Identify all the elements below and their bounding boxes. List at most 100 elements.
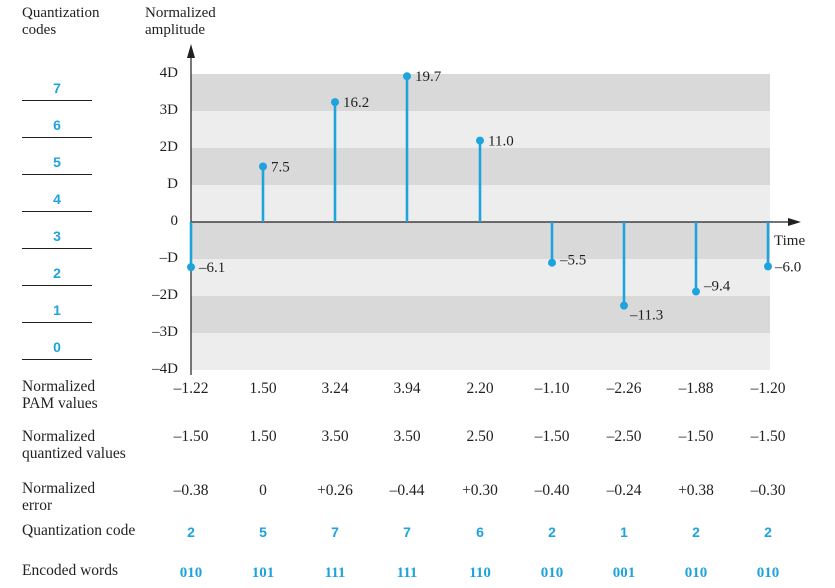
table-cell: +0.26: [317, 482, 353, 499]
table-cell: 001: [612, 565, 636, 581]
time-axis-label: Time: [774, 233, 805, 249]
sample-stem: –11.3: [620, 222, 663, 324]
y-tick-label: –3D: [152, 324, 178, 340]
sample-value-label: –5.5: [559, 253, 586, 269]
table-cell: 101: [251, 565, 275, 581]
table-cell: 111: [396, 565, 418, 581]
quantization-code-label: 3: [53, 227, 61, 244]
y-tick-label: –D: [159, 250, 178, 266]
sample-value-label: 7.5: [271, 160, 290, 176]
table-cell: –1.20: [750, 380, 786, 397]
table-cell: 1.50: [249, 428, 277, 445]
sample-stem: –9.4: [692, 222, 731, 296]
quantization-code-underline: [22, 247, 92, 249]
amplitude-band: [191, 74, 770, 111]
table-cell: –0.24: [606, 482, 642, 499]
table-cell: 3.50: [393, 428, 421, 445]
table-cell: 1: [620, 524, 628, 540]
quantization-code-underline: [22, 173, 92, 175]
quantization-code-label: 7: [53, 79, 61, 96]
table-cell: 2.50: [466, 428, 494, 445]
table-cell: 1.50: [249, 380, 277, 397]
amplitude-band: [191, 222, 770, 259]
quantization-code-label: 0: [53, 338, 61, 355]
sample-point: [692, 287, 700, 296]
quantization-code-label: 2: [53, 264, 61, 281]
amplitude-band: [191, 333, 770, 370]
chart-axes: [187, 44, 801, 375]
table-cell: 5: [259, 524, 267, 540]
table-cell: –2.50: [606, 428, 642, 445]
sample-value-label: –6.0: [774, 259, 801, 275]
sample-stem: –6.1: [187, 222, 225, 276]
table-cell: 7: [403, 524, 411, 540]
table-cell: 2: [764, 524, 772, 540]
quantization-code-underline: [22, 284, 92, 286]
table-cell: –1.50: [750, 428, 786, 445]
sample-value-label: –11.3: [629, 308, 663, 324]
x-axis-arrow: [788, 218, 801, 226]
y-tick-label: 3D: [159, 102, 178, 118]
table-row-label: Encoded words: [22, 562, 118, 579]
table-cell: 010: [179, 565, 203, 581]
quantization-code-underline: [22, 99, 92, 101]
table-cell: –0.38: [173, 482, 209, 499]
table-cell: 6: [476, 524, 484, 540]
quantization-code-label: 1: [53, 301, 61, 318]
table-cell: 010: [684, 565, 708, 581]
sample-stems: –6.1 7.5 16.2 19.7 11.0 –5.5 –11.3 –9.4 –6.0: [187, 69, 801, 324]
quantization-codes-header: Quantization codes: [22, 5, 100, 38]
sample-stem: 11.0: [476, 134, 514, 222]
table-cell: –0.44: [389, 482, 425, 499]
table-cell: 2: [187, 524, 195, 540]
table-cell: –1.22: [173, 380, 209, 397]
table-cell: –1.50: [534, 428, 570, 445]
y-tick-label: 4D: [159, 65, 178, 81]
sample-value-label: 16.2: [343, 95, 369, 111]
table-cell: –1.10: [534, 380, 570, 397]
table-cell: 0: [259, 482, 267, 499]
sample-point: [331, 98, 339, 107]
sample-stem: 16.2: [331, 95, 369, 222]
y-tick-label: –2D: [152, 287, 178, 303]
sample-point: [259, 162, 267, 171]
y-axis-arrow: [187, 44, 195, 58]
table-row-label: Normalized PAM values: [22, 378, 98, 412]
table-cell: 111: [324, 565, 346, 581]
table-cell: –0.30: [750, 482, 786, 499]
sample-point: [403, 72, 411, 81]
normalized-amplitude-header: Normalized amplitude: [145, 5, 216, 38]
sample-point: [764, 262, 772, 271]
quantization-code-label: 5: [53, 153, 61, 170]
quantization-code-underline: [22, 136, 92, 138]
sample-value-label: 19.7: [415, 69, 442, 85]
table-cell: 3.24: [321, 380, 349, 397]
sample-stem: 19.7: [403, 69, 442, 222]
table-row-label: Quantization code: [22, 522, 136, 539]
y-tick-label: 2D: [159, 139, 178, 155]
table-cell: +0.38: [678, 482, 714, 499]
y-tick-label: 0: [170, 213, 179, 229]
table-cell: –2.26: [606, 380, 642, 397]
table-cell: 7: [331, 524, 339, 540]
sample-point: [476, 136, 484, 145]
quantization-code-underline: [22, 321, 92, 323]
table-cell: –1.50: [173, 428, 209, 445]
table-cell: 110: [469, 565, 491, 581]
table-cell: 3.94: [393, 380, 421, 397]
amplitude-band: [191, 259, 770, 296]
sample-point: [620, 301, 628, 310]
sample-value-label: –9.4: [703, 279, 731, 295]
table-row-label: Normalized error: [22, 480, 96, 514]
sample-stem: –6.0: [764, 222, 801, 275]
table-cell: 2.20: [466, 380, 494, 397]
table-cell: 010: [756, 565, 780, 581]
quantization-code-underline: [22, 210, 92, 212]
sample-stem: –5.5: [548, 222, 586, 269]
table-cell: –1.88: [678, 380, 714, 397]
y-tick-label: –4D: [152, 361, 178, 377]
y-tick-label: D: [167, 176, 178, 192]
sample-value-label: 11.0: [488, 134, 514, 150]
table-cell: +0.30: [462, 482, 498, 499]
